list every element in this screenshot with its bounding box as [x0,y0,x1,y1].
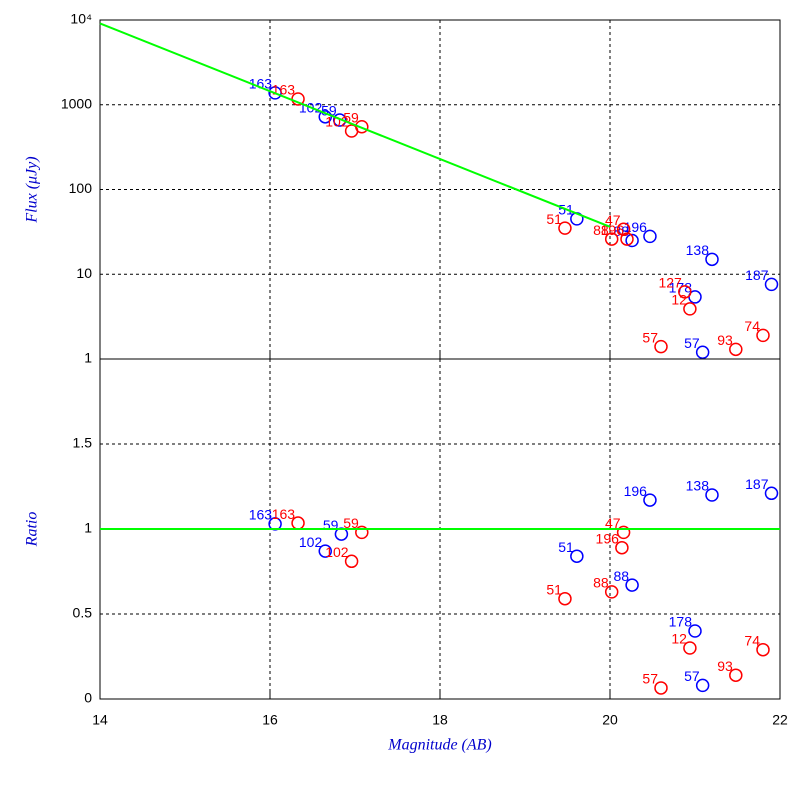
point-label: 51 [558,539,574,555]
y-axis-label: Ratio [24,512,41,548]
point-label: 93 [717,658,733,674]
point-label: 74 [744,318,760,334]
point-label: 51 [546,581,562,597]
point-label: 127 [658,275,682,291]
reference-line [99,22,611,228]
point-label: 88 [593,575,609,591]
point [616,222,631,236]
point-label: 178 [669,614,693,630]
point [604,232,619,246]
point [678,285,692,299]
point [355,525,369,540]
point [620,232,634,246]
y-tick-label: 1.5 [73,435,93,451]
point [683,302,697,316]
point-label: 57 [642,671,658,687]
point [764,277,779,292]
point-label: 163 [272,506,296,522]
point-label: 163 [249,507,273,523]
point-label: 196 [624,483,648,499]
point [625,233,639,248]
point [355,120,369,134]
point-label: 47 [605,212,621,228]
point-label: 196 [596,530,620,546]
point [683,641,697,655]
y-tick-label: 10 [76,265,92,281]
point [705,488,719,502]
point [756,328,770,343]
point [695,678,710,693]
y-tick-label: 1 [84,350,92,366]
point-label: 163 [249,76,273,92]
point [643,493,657,507]
y-tick-label: 0 [84,690,92,706]
point-label: 102 [325,544,349,560]
x-tick-label: 16 [262,712,278,728]
y-tick-label: 10⁴ [70,11,92,27]
x-tick-label: 20 [602,712,618,728]
point [268,86,282,100]
point [643,229,657,244]
point [625,578,639,592]
point [705,252,719,267]
point-label: 93 [717,332,733,348]
point-label: 51 [546,211,562,227]
point-label: 74 [744,632,760,648]
x-tick-label: 18 [432,712,448,728]
point-label: 102 [325,114,349,130]
point [654,681,668,695]
point-label: 12 [671,292,687,308]
point-label: 59 [323,517,339,533]
point-label: 187 [745,267,769,283]
x-tick-label: 14 [92,712,108,728]
point [344,554,359,569]
point [695,345,710,360]
y-tick-label: 1 [84,520,92,536]
point [654,339,668,354]
point-label: 57 [684,335,700,351]
x-axis-label: Magnitude (AB) [387,737,492,754]
point-label: 187 [745,476,769,492]
y-tick-label: 1000 [61,95,92,111]
point-label: 138 [686,242,710,258]
point-label: 57 [684,668,700,684]
point [558,221,572,235]
y-tick-label: 100 [69,180,93,196]
point [332,113,347,127]
point [318,110,332,124]
point-label: 59 [321,103,337,119]
point-label: 138 [686,478,710,494]
point [729,342,743,357]
point [756,642,770,657]
point-label: 88 [614,568,630,584]
x-tick-label: 22 [772,712,788,728]
point-label: 163 [272,82,296,98]
point [558,591,572,606]
point [764,486,779,501]
point [604,585,619,599]
y-axis-label: Flux (μJy) [24,156,41,223]
point-label: 12 [671,631,687,647]
point-label: 57 [642,329,658,345]
y-tick-label: 0.5 [73,605,93,621]
point [688,624,702,638]
point-label: 59 [343,515,359,531]
point [616,525,631,540]
point-label: 102 [299,534,323,550]
point [615,540,629,555]
point [729,668,743,682]
point [570,549,584,563]
point-label: 47 [605,515,621,531]
point [318,544,332,558]
